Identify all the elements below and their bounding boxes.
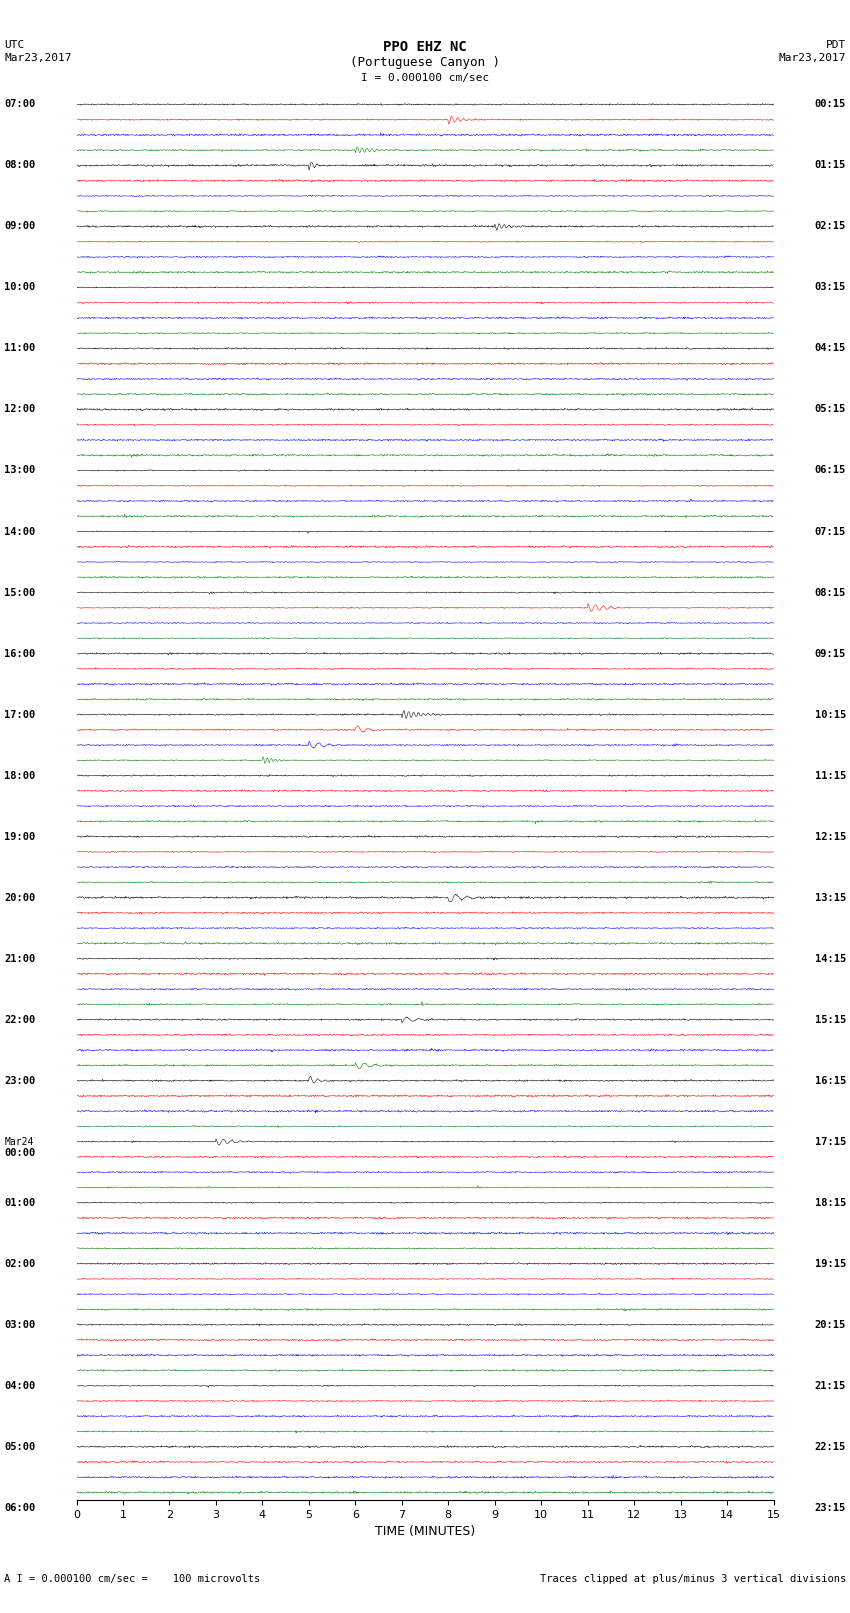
Text: 18:00: 18:00 xyxy=(4,771,36,781)
Text: 05:00: 05:00 xyxy=(4,1442,36,1452)
Text: PDT: PDT xyxy=(825,40,846,50)
Text: 17:15: 17:15 xyxy=(814,1137,846,1147)
Text: 11:15: 11:15 xyxy=(814,771,846,781)
Text: 22:15: 22:15 xyxy=(814,1442,846,1452)
Text: 14:00: 14:00 xyxy=(4,526,36,537)
Text: 12:00: 12:00 xyxy=(4,405,36,415)
Text: 17:00: 17:00 xyxy=(4,710,36,719)
Text: 03:15: 03:15 xyxy=(814,282,846,292)
Text: 20:15: 20:15 xyxy=(814,1319,846,1329)
Text: 02:00: 02:00 xyxy=(4,1258,36,1269)
Text: 04:15: 04:15 xyxy=(814,344,846,353)
Text: 06:00: 06:00 xyxy=(4,1503,36,1513)
Text: 23:15: 23:15 xyxy=(814,1503,846,1513)
Text: 03:00: 03:00 xyxy=(4,1319,36,1329)
Text: (Portuguese Canyon ): (Portuguese Canyon ) xyxy=(350,56,500,69)
Text: 00:15: 00:15 xyxy=(814,100,846,110)
Text: 20:00: 20:00 xyxy=(4,892,36,903)
Text: 07:00: 07:00 xyxy=(4,100,36,110)
Text: Mar23,2017: Mar23,2017 xyxy=(4,53,71,63)
Text: 01:15: 01:15 xyxy=(814,160,846,171)
Text: 04:00: 04:00 xyxy=(4,1381,36,1390)
Text: 10:15: 10:15 xyxy=(814,710,846,719)
Text: PPO EHZ NC: PPO EHZ NC xyxy=(383,40,467,55)
Text: 18:15: 18:15 xyxy=(814,1197,846,1208)
Text: 13:00: 13:00 xyxy=(4,466,36,476)
Text: 13:15: 13:15 xyxy=(814,892,846,903)
Text: 21:00: 21:00 xyxy=(4,953,36,963)
Text: 19:00: 19:00 xyxy=(4,832,36,842)
Text: 02:15: 02:15 xyxy=(814,221,846,231)
Text: 22:00: 22:00 xyxy=(4,1015,36,1024)
Text: 15:15: 15:15 xyxy=(814,1015,846,1024)
Text: 05:15: 05:15 xyxy=(814,405,846,415)
Text: Mar24: Mar24 xyxy=(4,1137,34,1147)
X-axis label: TIME (MINUTES): TIME (MINUTES) xyxy=(375,1526,475,1539)
Text: A I = 0.000100 cm/sec =    100 microvolts: A I = 0.000100 cm/sec = 100 microvolts xyxy=(4,1574,260,1584)
Text: UTC: UTC xyxy=(4,40,25,50)
Text: 11:00: 11:00 xyxy=(4,344,36,353)
Text: 21:15: 21:15 xyxy=(814,1381,846,1390)
Text: 19:15: 19:15 xyxy=(814,1258,846,1269)
Text: 07:15: 07:15 xyxy=(814,526,846,537)
Text: 09:15: 09:15 xyxy=(814,648,846,658)
Text: Traces clipped at plus/minus 3 vertical divisions: Traces clipped at plus/minus 3 vertical … xyxy=(540,1574,846,1584)
Text: 15:00: 15:00 xyxy=(4,587,36,597)
Text: 08:15: 08:15 xyxy=(814,587,846,597)
Text: 23:00: 23:00 xyxy=(4,1076,36,1086)
Text: 14:15: 14:15 xyxy=(814,953,846,963)
Text: 00:00: 00:00 xyxy=(4,1148,36,1158)
Text: Mar23,2017: Mar23,2017 xyxy=(779,53,846,63)
Text: 12:15: 12:15 xyxy=(814,832,846,842)
Text: 08:00: 08:00 xyxy=(4,160,36,171)
Text: 06:15: 06:15 xyxy=(814,466,846,476)
Text: 16:15: 16:15 xyxy=(814,1076,846,1086)
Text: I = 0.000100 cm/sec: I = 0.000100 cm/sec xyxy=(361,73,489,82)
Text: 10:00: 10:00 xyxy=(4,282,36,292)
Text: 16:00: 16:00 xyxy=(4,648,36,658)
Text: 09:00: 09:00 xyxy=(4,221,36,231)
Text: 01:00: 01:00 xyxy=(4,1197,36,1208)
